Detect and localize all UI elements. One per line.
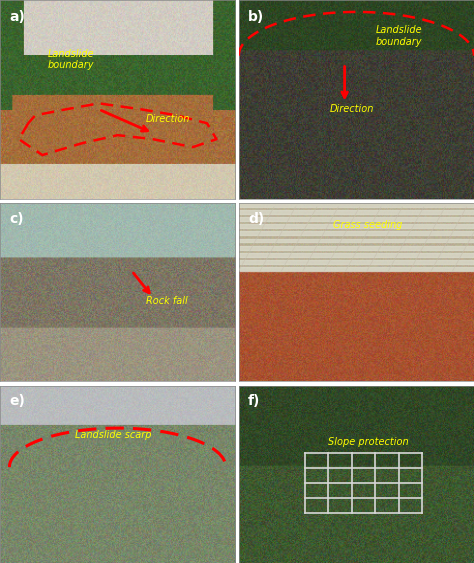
Text: Slope protection: Slope protection bbox=[328, 437, 409, 448]
Text: Landslide scarp: Landslide scarp bbox=[75, 430, 151, 440]
Bar bbox=[239, 224, 474, 228]
Bar bbox=[239, 210, 474, 214]
Text: d): d) bbox=[248, 212, 264, 226]
Text: e): e) bbox=[9, 395, 25, 408]
Bar bbox=[239, 203, 474, 207]
Text: Rock fall: Rock fall bbox=[146, 296, 188, 306]
Bar bbox=[239, 253, 474, 257]
Text: c): c) bbox=[9, 212, 24, 226]
Text: Direction: Direction bbox=[146, 114, 190, 124]
Text: a): a) bbox=[9, 10, 25, 24]
Text: Landslide
boundary: Landslide boundary bbox=[47, 49, 94, 70]
Bar bbox=[239, 260, 474, 263]
Text: Grass seeding: Grass seeding bbox=[333, 220, 403, 230]
Text: b): b) bbox=[248, 10, 264, 24]
Bar bbox=[239, 267, 474, 271]
Text: Direction: Direction bbox=[329, 104, 374, 114]
Text: f): f) bbox=[248, 395, 261, 408]
Bar bbox=[239, 239, 474, 243]
Bar bbox=[239, 217, 474, 221]
Bar bbox=[239, 245, 474, 249]
Text: Landslide
boundary: Landslide boundary bbox=[375, 25, 422, 47]
Bar bbox=[239, 231, 474, 235]
